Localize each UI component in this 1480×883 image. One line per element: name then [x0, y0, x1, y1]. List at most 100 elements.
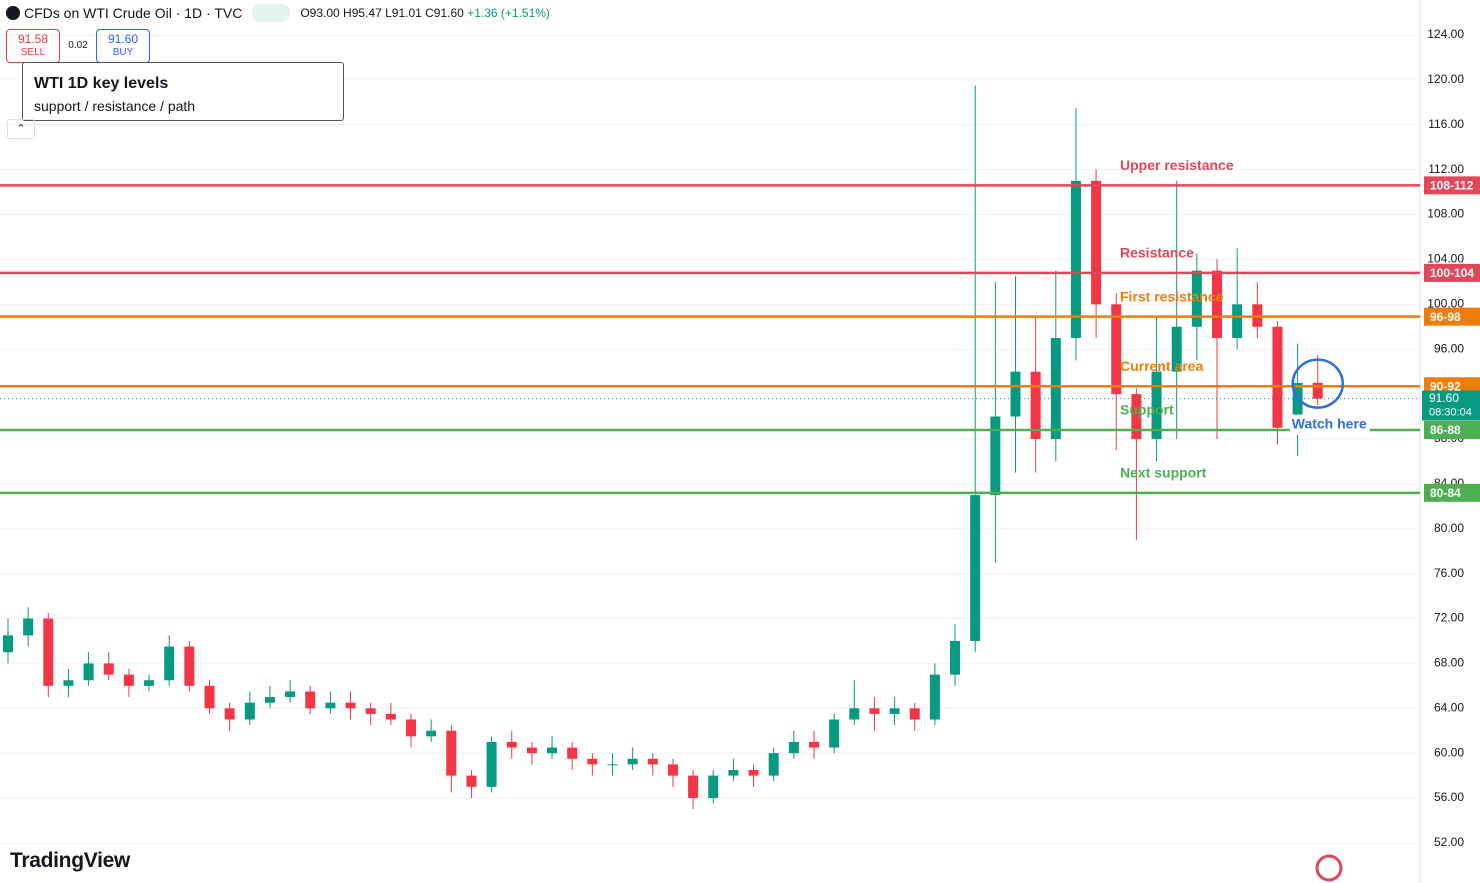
candle-body	[224, 708, 235, 720]
candle-body	[587, 758, 598, 765]
candle-body	[1111, 304, 1122, 395]
candle-body	[547, 747, 558, 754]
candle-body	[829, 719, 840, 748]
note-box: WTI 1D key levels support / resistance /…	[22, 62, 344, 121]
candle-body	[567, 747, 578, 759]
sell-label: SELL	[20, 47, 46, 58]
candle-body	[748, 770, 759, 776]
level-tag-label: 96-98	[1430, 310, 1461, 324]
candle-body	[1151, 371, 1162, 439]
candle-body	[325, 702, 336, 709]
y-tick-label: 52.00	[1434, 835, 1464, 849]
level-annotation: Current area	[1120, 358, 1203, 374]
candle-body	[164, 646, 175, 681]
candle-body	[1010, 371, 1021, 417]
candle-body	[3, 635, 13, 653]
candle-body	[426, 730, 437, 737]
candle-body	[305, 691, 316, 709]
close: C91.60	[425, 6, 464, 20]
candle-body	[1232, 304, 1243, 338]
last-price-tag	[1422, 390, 1480, 421]
header: CFDs on WTI Crude Oil · 1D · TVC O93.00 …	[6, 4, 550, 22]
level-tag	[1424, 307, 1480, 326]
candle-body	[627, 758, 638, 765]
y-tick-label: 120.00	[1427, 72, 1464, 86]
level-tag-label: 86-88	[1430, 423, 1461, 437]
countdown: 08:30:04	[1429, 406, 1472, 418]
candle-body	[708, 775, 719, 799]
y-tick-label: 80.00	[1434, 521, 1464, 535]
level-tag	[1424, 483, 1480, 502]
candle-body	[83, 663, 94, 681]
level-tag-label: 80-84	[1430, 486, 1461, 500]
y-tick-label: 100.00	[1427, 296, 1464, 310]
candle-body	[809, 741, 819, 748]
last-price-label: 91.60	[1429, 391, 1459, 405]
candle-body	[285, 691, 296, 698]
candle-body	[1091, 180, 1102, 305]
candle-body	[788, 741, 799, 754]
candle-body	[667, 764, 678, 776]
candle-body	[365, 708, 376, 714]
callout-circle	[1291, 358, 1344, 409]
candle-body	[184, 646, 195, 686]
candle-body	[406, 719, 416, 737]
brand-logo[interactable]: TradingView	[10, 849, 130, 873]
candle-body	[849, 708, 860, 720]
callout-text: Watch here	[1292, 415, 1367, 431]
buy-label: BUY	[112, 47, 134, 58]
buy-button[interactable]: 91.60 BUY	[96, 29, 150, 63]
sell-price: 91.58	[17, 32, 49, 46]
candle-body	[990, 416, 1001, 496]
y-tick-label: 68.00	[1434, 656, 1464, 670]
candle-body	[1030, 371, 1041, 439]
candle-body	[1191, 270, 1202, 327]
candle-body	[446, 730, 457, 776]
candle-body	[1272, 326, 1283, 428]
candle-body	[1212, 270, 1222, 338]
level-annotation: Next support	[1120, 465, 1207, 481]
candle-body	[1131, 394, 1142, 439]
y-tick-label: 60.00	[1434, 745, 1464, 759]
candle-body	[43, 618, 54, 686]
candle-body	[345, 702, 356, 709]
level-tag	[1424, 420, 1480, 439]
candle-body	[466, 775, 477, 787]
y-tick-label: 72.00	[1434, 611, 1464, 625]
note-title: WTI 1D key levels	[34, 75, 169, 92]
candle-body	[647, 758, 658, 765]
y-tick-label: 56.00	[1434, 790, 1464, 804]
brand: TradingView	[10, 849, 131, 872]
level-annotation: Resistance	[1120, 245, 1194, 261]
candle-body	[929, 674, 940, 720]
symbol[interactable]: CFDs on WTI Crude Oil · 1D · TVC	[24, 5, 243, 21]
candle-body	[607, 764, 618, 766]
candle-body	[889, 708, 900, 714]
candle-body	[1171, 326, 1182, 372]
candle-body	[63, 680, 74, 686]
candle-body	[728, 770, 739, 776]
candle-body	[144, 680, 155, 686]
sell-button[interactable]: 91.58 SELL	[6, 29, 60, 63]
candle-body	[123, 674, 134, 686]
candle-body	[385, 713, 396, 720]
collapse-button[interactable]: ⌃	[7, 119, 35, 139]
open: O93.00	[300, 6, 340, 20]
level-tag-label: 90-92	[1430, 379, 1461, 393]
candle-body	[688, 775, 699, 799]
level-annotation: First resistance	[1120, 288, 1224, 304]
spread: 0.02	[68, 40, 88, 51]
y-tick-label: 116.00	[1428, 117, 1464, 131]
candle-body	[23, 618, 34, 636]
change: +1.36 (+1.51%)	[467, 6, 550, 20]
candle-body	[768, 753, 779, 776]
level-annotation: Support	[1120, 402, 1174, 418]
high: H95.47	[343, 6, 382, 20]
candle-body	[244, 702, 255, 720]
candle-body	[1292, 382, 1303, 428]
y-tick-label: 104.00	[1427, 252, 1464, 266]
symbol-icon	[6, 6, 20, 20]
low: L91.01	[385, 6, 422, 20]
level-tag-label: 100-104	[1430, 266, 1474, 280]
buy-price: 91.60	[107, 32, 139, 46]
